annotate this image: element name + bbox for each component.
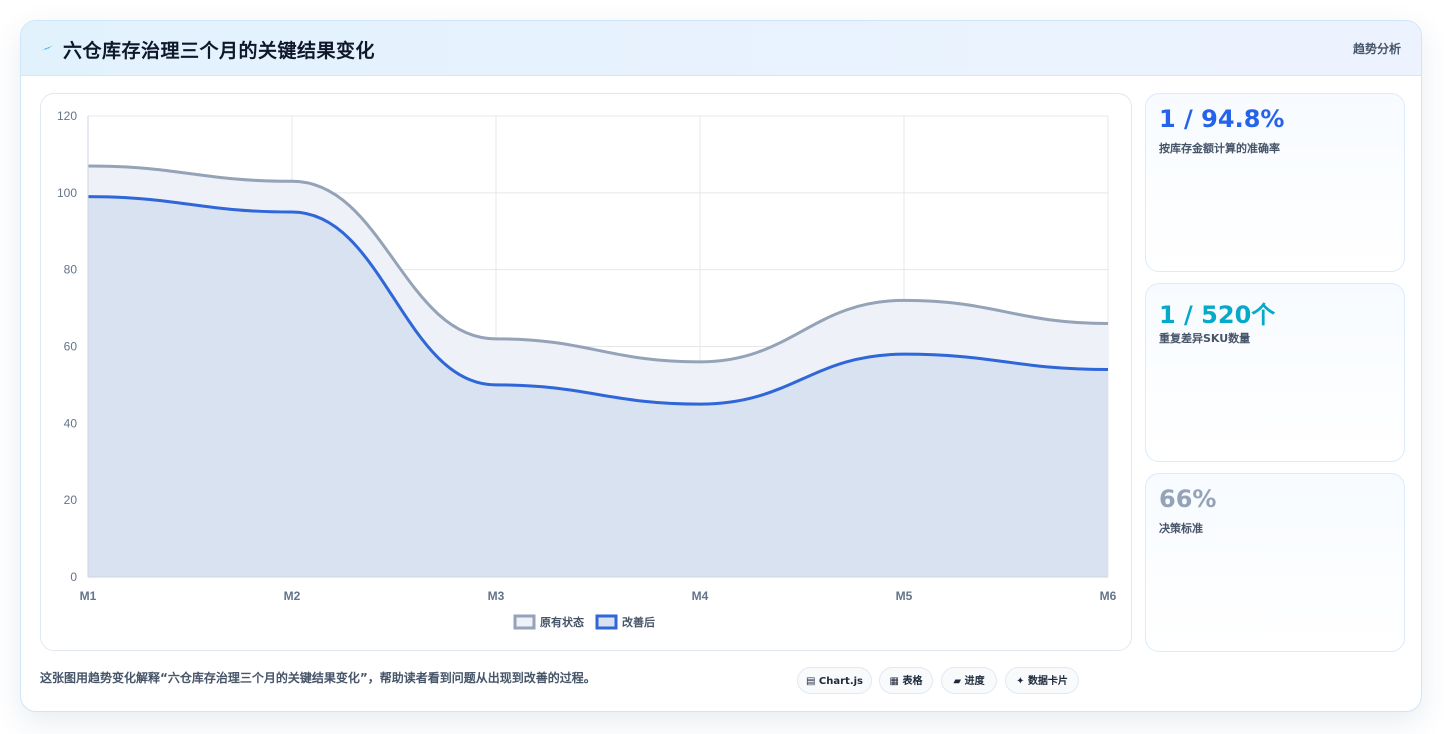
card-header: 六仓库存治理三个月的关键结果变化 趋势分析 bbox=[21, 21, 1421, 76]
y-tick-label: 100 bbox=[57, 186, 77, 200]
legend-swatch bbox=[595, 614, 618, 630]
metric-value: 1 / 520个 bbox=[1159, 301, 1276, 329]
metric-card-accuracy: 1 / 94.8% 按库存金额计算的准确率 bbox=[1145, 93, 1405, 272]
chip-chartjs[interactable]: ▤ Chart.js bbox=[797, 667, 872, 694]
y-tick-label: 0 bbox=[70, 570, 77, 584]
legend-label: 原有状态 bbox=[540, 615, 584, 629]
chip-progress[interactable]: ▰ 进度 bbox=[941, 667, 997, 694]
chip-label: 表格 bbox=[902, 676, 923, 687]
x-tick-label: M2 bbox=[284, 589, 301, 603]
main-card: 六仓库存治理三个月的关键结果变化 趋势分析 0 20 40 60 80 100 120 M1 M… bbox=[20, 20, 1422, 712]
series-area-1 bbox=[88, 196, 1108, 578]
y-tick-label: 60 bbox=[64, 340, 78, 354]
x-tick-label: M5 bbox=[896, 589, 913, 603]
series-line-0 bbox=[87, 164, 1109, 364]
legend-label: 改善后 bbox=[622, 615, 655, 629]
legend-swatch bbox=[513, 614, 536, 630]
chip-label: Chart.js bbox=[818, 676, 864, 687]
metric-label: 按库存金额计算的准确率 bbox=[1159, 142, 1280, 155]
y-tick-label: 80 bbox=[64, 263, 78, 277]
y-tick-label: 20 bbox=[64, 493, 78, 507]
metric-value: 1 / 94.8% bbox=[1159, 105, 1285, 133]
header-tag: 趋势分析 bbox=[1352, 42, 1401, 56]
metric-card-sku: 1 / 520个 重复差异SKU数量 bbox=[1145, 283, 1405, 462]
metric-label: 决策标准 bbox=[1159, 522, 1203, 535]
chart-icon: ▤ bbox=[805, 676, 816, 687]
chip-label: 进度 bbox=[964, 676, 985, 687]
x-tick-label: M6 bbox=[1100, 589, 1117, 603]
progress-icon: ▰ bbox=[953, 676, 962, 687]
y-tick-label: 120 bbox=[57, 109, 77, 123]
x-tick-label: M1 bbox=[80, 589, 97, 603]
page-title: 六仓库存治理三个月的关键结果变化 bbox=[63, 40, 376, 62]
spark-icon bbox=[41, 45, 53, 51]
chip-table[interactable]: ▦ 表格 bbox=[879, 667, 933, 694]
metric-label: 重复差异SKU数量 bbox=[1159, 332, 1251, 345]
chart-description: 这张图用趋势变化解释“六仓库存治理三个月的关键结果变化”，帮助读者看到问题从出现… bbox=[40, 671, 596, 685]
chip-label: 数据卡片 bbox=[1027, 676, 1068, 687]
metric-card-standard: 66% 决策标准 bbox=[1145, 473, 1405, 652]
series-line-1 bbox=[87, 195, 1109, 406]
x-tick-label: M4 bbox=[692, 589, 709, 603]
chart-panel: 0 20 40 60 80 100 120 M1 M2 M3 M4 M5 M6 原有状态 改善后 bbox=[40, 93, 1132, 651]
chip-data-card[interactable]: ✦ 数据卡片 bbox=[1005, 667, 1079, 694]
x-tick-label: M3 bbox=[488, 589, 505, 603]
sparkle-icon: ✦ bbox=[1016, 676, 1025, 687]
y-tick-label: 40 bbox=[64, 416, 78, 430]
metric-value: 66% bbox=[1159, 485, 1217, 513]
table-icon: ▦ bbox=[889, 676, 899, 687]
trend-chart: 0 20 40 60 80 100 120 M1 M2 M3 M4 M5 M6 原有状态 改善后 bbox=[57, 109, 1117, 630]
